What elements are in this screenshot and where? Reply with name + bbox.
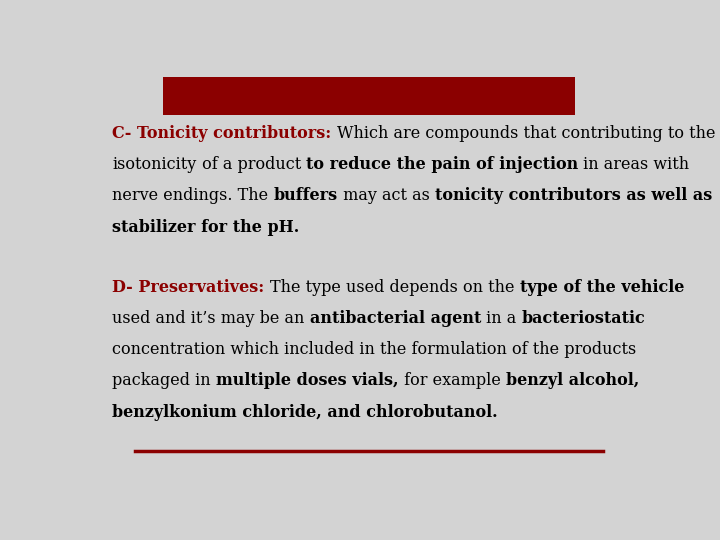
Text: nerve endings. The: nerve endings. The [112,187,274,205]
Bar [163,77,575,114]
Text: tonicity contributors as well as: tonicity contributors as well as [435,187,712,205]
Text: D- Preservatives:: D- Preservatives: [112,279,270,296]
Text: in a: in a [481,310,521,327]
Text: C- Tonicity contributors:: C- Tonicity contributors: [112,125,337,142]
Text: packaged in: packaged in [112,373,216,389]
Text: stabilizer for the pH.: stabilizer for the pH. [112,219,300,235]
Text: isotonicity: isotonicity [112,156,197,173]
Text: concentration which included in the formulation of the products: concentration which included in the form… [112,341,636,359]
Text: The type used depends on the: The type used depends on the [270,279,520,296]
Text: antibacterial agent: antibacterial agent [310,310,481,327]
Text: used and it’s may be an: used and it’s may be an [112,310,310,327]
Text: for example: for example [399,373,505,389]
Text: buffers: buffers [274,187,338,205]
Text: multiple doses vials,: multiple doses vials, [216,373,399,389]
Text: type of the vehicle: type of the vehicle [520,279,684,296]
Text: bacteriostatic: bacteriostatic [521,310,645,327]
Text: may act as: may act as [338,187,435,205]
Text: of a product: of a product [197,156,306,173]
Text: Which are compounds that contributing to the: Which are compounds that contributing to… [337,125,716,142]
Text: to reduce the pain of injection: to reduce the pain of injection [306,156,578,173]
Text: in areas with: in areas with [578,156,689,173]
Text: benzyl alcohol,: benzyl alcohol, [505,373,639,389]
Text: benzylkonium chloride, and chlorobutanol.: benzylkonium chloride, and chlorobutanol… [112,404,498,421]
